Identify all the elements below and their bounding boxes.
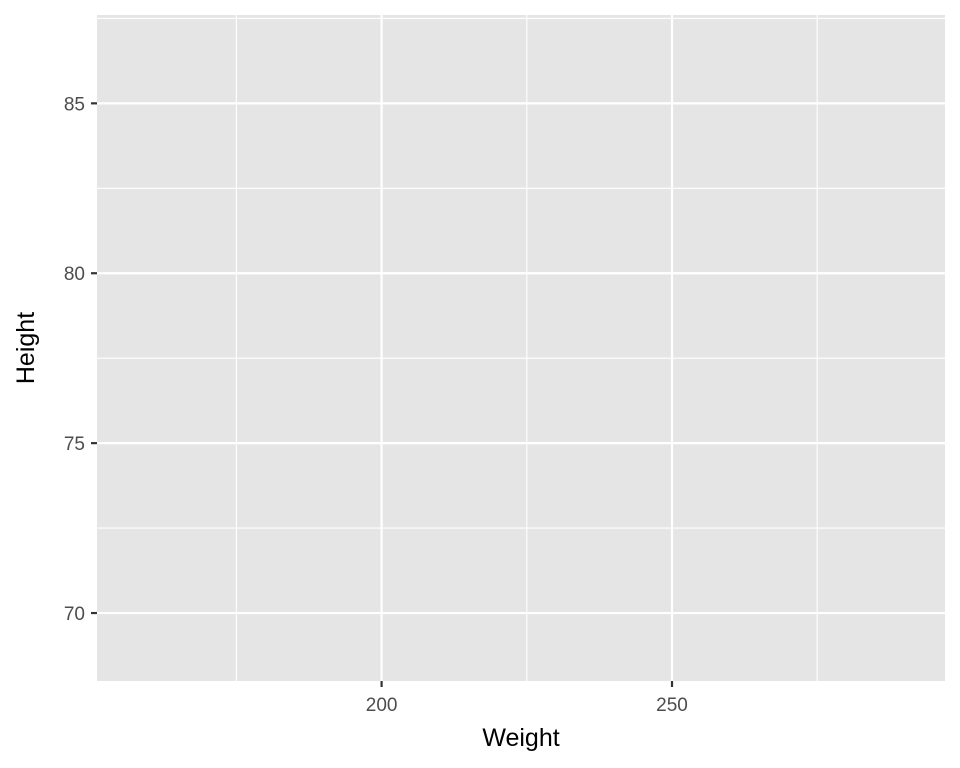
y-tick-label: 70 (64, 604, 85, 625)
y-tick-label: 80 (64, 264, 85, 285)
y-axis-title: Height (12, 312, 40, 384)
x-tick-label: 200 (366, 695, 398, 716)
x-axis-title: Weight (482, 724, 559, 752)
plot-panel (97, 15, 945, 681)
y-tick-label: 75 (64, 434, 85, 455)
minor-gridlines (97, 15, 945, 681)
y-tick-label: 85 (64, 94, 85, 115)
major-gridlines (97, 15, 945, 681)
x-axis: 200 250 (366, 681, 688, 716)
y-axis: 70 75 80 85 (64, 94, 97, 625)
x-tick-label: 250 (656, 695, 688, 716)
